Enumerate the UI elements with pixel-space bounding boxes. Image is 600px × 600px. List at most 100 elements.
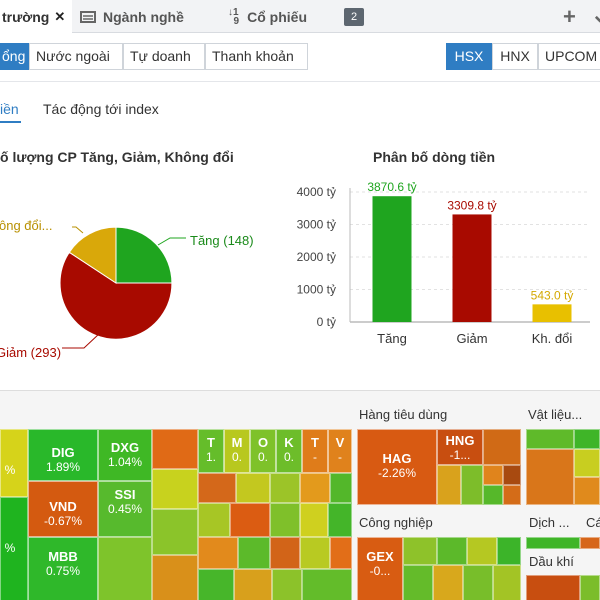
- tab-stock[interactable]: ↓1 9 Cổ phiếu: [228, 0, 307, 33]
- sector-title-consumer: Hàng tiêu dùng: [359, 407, 448, 422]
- pie-label-flat: ông đổi...: [0, 218, 53, 233]
- close-icon[interactable]: ✕: [54, 8, 66, 24]
- heatmap-tile-t[interactable]: T 1.: [198, 429, 224, 473]
- heatmap-tile[interactable]: [461, 465, 483, 505]
- heatmap-tile[interactable]: [463, 565, 493, 600]
- add-tab-button[interactable]: +: [563, 4, 576, 29]
- heatmap-tile[interactable]: [403, 565, 433, 600]
- bar-category-label: Tăng: [377, 331, 407, 346]
- exchange-upcom[interactable]: UPCOM: [538, 43, 600, 70]
- heatmap-tile[interactable]: [503, 465, 521, 485]
- heatmap-tile[interactable]: [302, 569, 352, 600]
- heatmap-tile[interactable]: [198, 537, 238, 569]
- bar-chart: 0 tỷ 1000 tỷ 2000 tỷ 3000 tỷ 4000 tỷ Tăng Giả…: [297, 180, 590, 346]
- heatmap-tile-hng[interactable]: HNG -1...: [437, 429, 483, 465]
- bar-1[interactable]: [452, 214, 492, 322]
- tab-industry[interactable]: Ngành nghề: [80, 0, 184, 33]
- heatmap-tile[interactable]: [330, 473, 352, 503]
- pie-slice-flat[interactable]: [68, 226, 117, 284]
- exchange-hnx[interactable]: HNX: [492, 43, 538, 70]
- heatmap-tile-o[interactable]: O 0.: [250, 429, 276, 473]
- heatmap-tile-dig[interactable]: DIG 1.89%: [28, 429, 98, 481]
- heatmap-tile[interactable]: [526, 449, 574, 505]
- heatmap-tile[interactable]: [152, 555, 198, 600]
- heatmap-tile[interactable]: [526, 429, 574, 449]
- heatmap-tile[interactable]: [270, 473, 300, 503]
- heatmap-tile[interactable]: [300, 503, 328, 537]
- exchange-hsx[interactable]: HSX: [446, 43, 492, 70]
- heatmap-tile-ssi[interactable]: SSI 0.45%: [98, 481, 152, 537]
- divider: [0, 81, 600, 82]
- heatmap-tile[interactable]: [0, 429, 28, 497]
- heatmap-tile[interactable]: [198, 569, 234, 600]
- pie-label-up: Tăng (148): [190, 233, 254, 248]
- heatmap-tile[interactable]: [403, 537, 437, 565]
- subtab-proprietary[interactable]: Tự doanh: [123, 43, 205, 70]
- heatmap-tile[interactable]: [152, 429, 198, 469]
- heatmap-tile[interactable]: [238, 537, 270, 569]
- heatmap-tile[interactable]: [98, 537, 152, 600]
- heatmap-tile[interactable]: [300, 537, 330, 569]
- bar-2[interactable]: [532, 304, 572, 322]
- heatmap-tile-dxg[interactable]: DXG 1.04%: [98, 429, 152, 481]
- pie-label-line-down: [62, 332, 101, 349]
- tab-stock-label: Cổ phiếu: [247, 8, 308, 25]
- tab-index-impact[interactable]: Tác động tới index: [43, 101, 159, 117]
- heatmap-tile[interactable]: [272, 569, 302, 600]
- heatmap-tile-v[interactable]: V-: [328, 429, 352, 473]
- tab-count-badge[interactable]: 2: [344, 8, 364, 26]
- heatmap-tile[interactable]: [236, 473, 270, 503]
- sector-title-oil-gas: Dầu khí: [529, 554, 574, 569]
- heatmap-tile-k[interactable]: K 0.: [276, 429, 302, 473]
- heatmap-tile[interactable]: [0, 497, 28, 600]
- bar-value-label: 3309.8 tỷ: [447, 198, 496, 212]
- heatmap-tile-vnd[interactable]: VND -0.67%: [28, 481, 98, 537]
- heatmap-tile[interactable]: [483, 465, 503, 485]
- heatmap-tile[interactable]: [574, 477, 600, 505]
- heatmap-tile[interactable]: [152, 469, 198, 509]
- heatmap-tile[interactable]: [526, 575, 580, 600]
- heatmap-tile[interactable]: [437, 465, 461, 505]
- heatmap-tile[interactable]: [330, 537, 352, 569]
- heatmap-tile[interactable]: [270, 503, 300, 537]
- pie-slice-down[interactable]: [59, 251, 173, 340]
- heatmap-tile-m[interactable]: M 0.: [224, 429, 250, 473]
- subtab-total[interactable]: ổng: [0, 43, 29, 70]
- heatmap-tile[interactable]: [234, 569, 272, 600]
- heatmap-tile[interactable]: [300, 473, 330, 503]
- heatmap-tile[interactable]: [437, 537, 467, 565]
- heatmap-tile[interactable]: [467, 537, 497, 565]
- heatmap-tile[interactable]: [230, 503, 270, 537]
- bar-0[interactable]: [372, 196, 412, 322]
- heatmap-tile[interactable]: [574, 449, 600, 477]
- heatmap-tile[interactable]: [493, 565, 521, 600]
- heatmap-tile[interactable]: [580, 575, 600, 600]
- heatmap-tile[interactable]: [152, 509, 198, 555]
- heatmap-tile[interactable]: [198, 473, 236, 503]
- heatmap-tile[interactable]: [328, 503, 352, 537]
- tab-money-flow[interactable]: iền: [0, 101, 19, 117]
- heatmap-tile[interactable]: [270, 537, 300, 569]
- heatmap-tile[interactable]: [198, 503, 230, 537]
- subtab-foreign[interactable]: Nước ngoài: [29, 43, 123, 70]
- heatmap-tile-mbb[interactable]: MBB 0.75%: [28, 537, 98, 600]
- more-button[interactable]: ⌄: [591, 2, 600, 28]
- subtab-liquidity[interactable]: Thanh khoản: [205, 43, 308, 70]
- heatmap-tile-gex[interactable]: GEX -0...: [357, 537, 403, 600]
- sector-title-services: Dịch ...: [529, 515, 570, 530]
- tab-market-label: trường: [2, 8, 50, 25]
- heatmap-tile-t2[interactable]: T-: [302, 429, 328, 473]
- heatmap-tile[interactable]: [574, 429, 600, 449]
- heatmap-tile[interactable]: [433, 565, 463, 600]
- heatmap-tile[interactable]: [483, 485, 503, 505]
- pie-slice-up[interactable]: [115, 226, 173, 284]
- tab-bar: trường ✕ Ngành nghề ↓1 9 Cổ phiếu 2 + ⌄: [0, 0, 600, 33]
- heatmap-tile[interactable]: [497, 537, 521, 565]
- heatmap-tile[interactable]: [503, 485, 521, 505]
- heatmap-tile[interactable]: [526, 537, 580, 549]
- heatmap-tile[interactable]: [580, 537, 600, 549]
- heatmap-tile[interactable]: [483, 429, 521, 465]
- tab-market[interactable]: trường ✕: [0, 0, 72, 33]
- bar-ytick-label: 4000 tỷ: [297, 185, 336, 199]
- heatmap-tile-hag[interactable]: HAG -2.26%: [357, 429, 437, 505]
